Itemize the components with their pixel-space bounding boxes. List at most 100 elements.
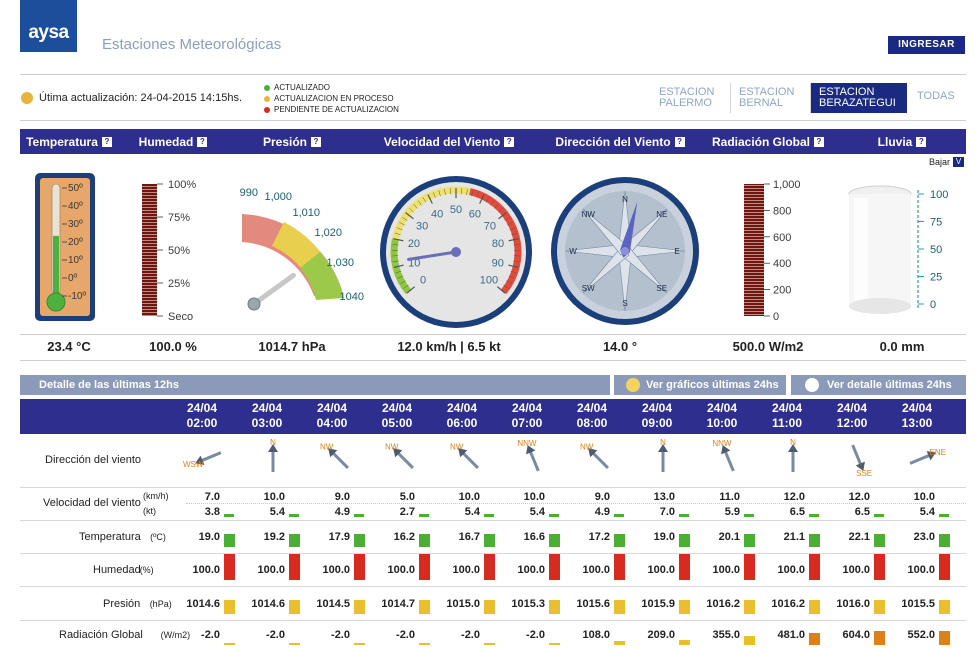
wind-arrow-icon: NW [580,443,609,469]
row-unit: (hPa) [149,599,172,609]
speed-tick [503,284,509,289]
wind-dir-label: NW [580,443,594,452]
help-icon[interactable]: ? [814,136,824,147]
status-bar [679,600,690,614]
row-value: -2.0 [396,629,415,641]
hour-time: 06:00 [446,416,478,430]
speed-tick [403,284,409,289]
hour-date: 24/04 [251,401,283,415]
row-label: Radiación Global [59,629,143,641]
status-bar [614,534,625,547]
row-value: 100.0 [192,564,220,576]
status-bar [549,554,560,580]
status-bar [874,554,885,580]
hour-time: 07:00 [511,416,543,430]
compass-label: NW [582,210,596,219]
row-divider [20,620,966,621]
wind-status-bar [354,514,364,517]
station-tabs: ESTACION PALERMO ESTACION BERNAL ESTACION B… [651,83,975,113]
wind-arrow [393,448,414,469]
login-button[interactable]: INGRESAR [888,36,965,54]
speed-tick [494,203,499,209]
wind-dir-label: WSW [183,460,204,469]
gauges-area: 50º 40º 30º 20º 10º 0º -10º 100% 75% 50% 25% Seco … [20,160,966,332]
hour-date: 24/04 [836,401,868,415]
radiation-gauge: 1,000 800 600 400 200 0 [744,180,801,323]
help-icon[interactable]: ? [101,136,112,147]
wind-kmh-value: 10.0 [458,491,480,503]
wind-arrow-icon: NW [385,443,414,469]
status-bar [744,554,755,580]
wind-kt-value: 6.5 [854,506,870,518]
magnifier-icon [805,378,819,392]
pressure-tick-label: 1,000 [264,191,292,203]
wind-status-bar [809,514,819,517]
status-bar [354,534,365,547]
rad-tick-label: 0 [773,311,779,323]
graphs-24h-button[interactable]: Ver gráficos últimas 24hs [614,375,786,395]
header-temperatura: Temperatura? [20,129,118,154]
speed-tick [393,264,404,269]
wind-status-bar [484,514,494,517]
header-velocidad-viento: Velocidad del Viento? [356,129,542,154]
status-bar [874,534,885,547]
help-icon[interactable]: ? [311,136,321,147]
humidity-gauge: 100% 75% 50% 25% Seco [142,179,196,323]
tab-station-todas[interactable]: TODAS [917,90,955,102]
help-icon[interactable]: ? [674,136,685,147]
status-bar [484,643,495,645]
wind-arrow-head [458,448,468,458]
value-humedad: 100.0 % [149,339,197,354]
update-status-dot [21,92,33,104]
tab-station-palermo[interactable]: ESTACION PALERMO [651,83,731,113]
detail-section-title: Detalle de las últimas 12hs [20,375,610,395]
wind-kmh-value: 10.0 [263,491,285,503]
speed-tick [511,232,518,236]
wind-arrow-shaft [331,451,349,469]
compass-label: E [674,247,679,256]
wind-arrow-head [393,448,403,458]
compass-label: NE [656,210,667,219]
aysa-logo[interactable]: aysa [20,0,77,52]
status-bar [289,600,300,614]
header-radiacion-global: Radiación Global? [698,129,838,154]
row-value: 1015.5 [901,598,935,610]
wind-arrow-icon: NW [320,443,349,469]
hour-date: 24/04 [706,401,738,415]
wind-status-bar [419,514,429,517]
help-icon[interactable]: ? [197,136,208,147]
speed-tick-label: 0 [420,275,426,287]
row-label-wind-speed: Velocidad del viento [43,497,141,509]
speed-tick [417,200,422,206]
thermometer-gauge: 50º 40º 30º 20º 10º 0º -10º [35,173,95,321]
hour-time: 03:00 [251,416,283,430]
status-bar [354,643,365,645]
wind-kt-value: 7.0 [659,506,675,518]
row-divider [20,487,966,488]
wind-arrow-icon: NNW [517,439,540,472]
status-bar [744,600,755,614]
wind-kmh-value: 13.0 [653,491,675,503]
rain-tick-label: 0 [930,299,936,311]
detail-24h-button[interactable]: Ver detalle últimas 24hs [791,375,966,395]
value-temperatura: 23.4 °C [47,339,91,354]
help-icon[interactable]: ? [916,136,927,147]
row-label: Humedad [93,564,141,576]
wind-status-bar [614,514,624,517]
speed-tick [476,192,479,198]
tab-station-bernal[interactable]: ESTACION BERNAL [731,83,811,113]
status-bar [939,600,950,614]
status-bar [224,534,235,547]
wind-dir-label: N [790,438,796,447]
status-bar [614,641,625,645]
speed-tick-label: 60 [469,208,481,220]
tab-station-berazategui[interactable]: ESTACION BERAZATEGUI [811,83,907,113]
row-value: 209.0 [647,629,675,641]
speed-tick [510,270,517,274]
help-icon[interactable]: ? [504,136,515,147]
speed-tick [413,203,418,209]
row-value: 1015.6 [576,598,610,610]
bajar-button[interactable]: Bajar V [929,157,965,167]
value-velocidad-viento: 12.0 km/h | 6.5 kt [397,339,501,354]
hour-date: 24/04 [771,401,803,415]
